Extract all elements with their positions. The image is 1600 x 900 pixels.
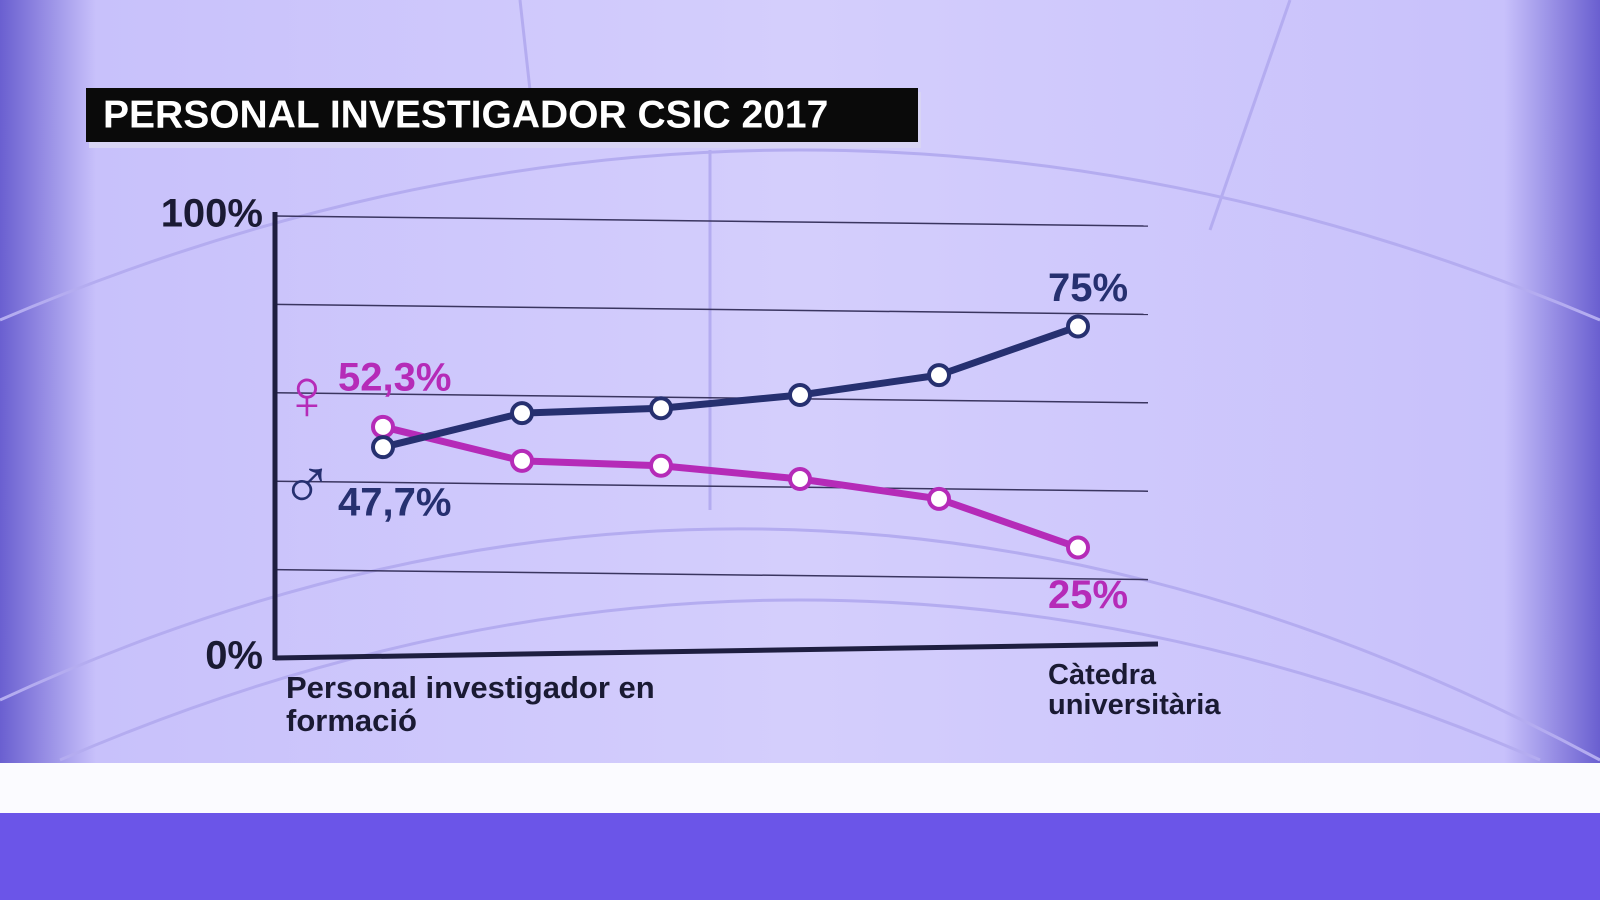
- series-line: [382, 423, 1080, 551]
- point: [927, 363, 951, 388]
- x-axis: [274, 641, 1159, 661]
- x-tick-label: Personal investigador en formació: [286, 670, 655, 738]
- value-label: 52,3%: [338, 356, 451, 400]
- grid-line: [274, 568, 1149, 581]
- point: [927, 486, 951, 511]
- bottom-strip: [0, 813, 1600, 900]
- point: [510, 401, 534, 426]
- grid-line: [274, 303, 1149, 316]
- title-box: [86, 88, 918, 142]
- point: [788, 383, 812, 408]
- point: [510, 448, 534, 473]
- point: [371, 414, 395, 439]
- x-tick-label: Càtedra universitària: [1048, 659, 1221, 722]
- value-label: 25%: [1048, 573, 1128, 617]
- y-tick-label: 0%: [205, 634, 263, 678]
- point: [649, 396, 673, 421]
- value-label: 75%: [1048, 266, 1128, 310]
- grid-line: [274, 392, 1149, 404]
- grid-line: [274, 480, 1149, 492]
- point: [788, 466, 812, 491]
- lower-band: [0, 763, 1600, 813]
- point: [1066, 535, 1090, 560]
- legend-symbol: ♀: [280, 355, 334, 435]
- chart-title: PERSONAL INVESTIGADOR CSIC 2017: [103, 93, 828, 136]
- value-label: 47,7%: [338, 481, 451, 525]
- point: [371, 435, 395, 460]
- grid-line: [274, 215, 1149, 227]
- series-line: [382, 323, 1080, 451]
- point: [1066, 314, 1090, 339]
- point: [649, 453, 673, 478]
- legend-symbol: ♂: [280, 445, 334, 525]
- y-tick-label: 100%: [161, 192, 263, 236]
- background-decor: [0, 0, 1600, 762]
